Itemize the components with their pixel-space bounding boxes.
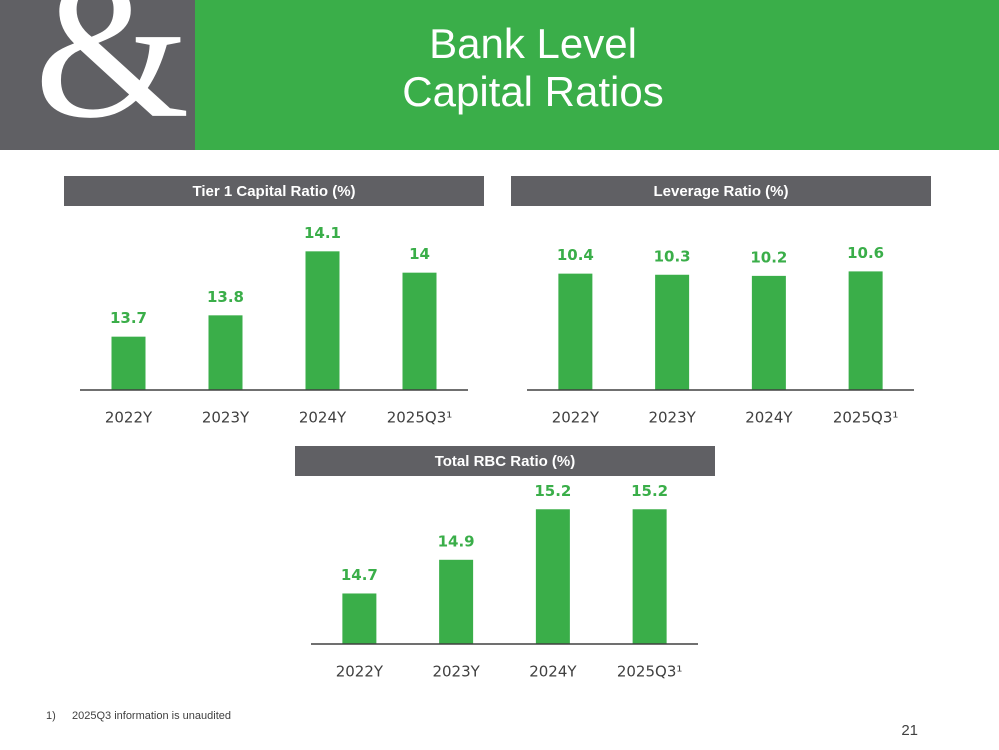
title-line: Capital Ratios (402, 68, 663, 115)
x-tick-label: 2024Y (529, 663, 577, 681)
bar (439, 559, 474, 644)
value-label: 14.7 (341, 566, 378, 584)
footnote-marker: 1) (46, 710, 56, 722)
bar (558, 273, 593, 390)
x-tick-label: 2025Q3¹ (387, 409, 453, 427)
value-label: 10.6 (847, 244, 884, 262)
value-label: 13.8 (207, 288, 244, 306)
x-tick-label: 2024Y (745, 409, 793, 427)
title-line: Bank Level (429, 20, 637, 67)
x-tick-label: 2025Q3¹ (833, 409, 899, 427)
chart-title-bar (295, 446, 715, 476)
chart-title: Total RBC Ratio (%) (435, 453, 576, 470)
bar (305, 251, 340, 390)
value-label: 13.7 (110, 309, 147, 327)
bar (111, 336, 146, 390)
bar (848, 271, 883, 390)
x-tick-label: 2023Y (432, 663, 480, 681)
value-label: 15.2 (534, 482, 571, 500)
bar (402, 272, 437, 390)
x-tick-label: 2022Y (336, 663, 384, 681)
bar (655, 274, 690, 390)
chart-title: Tier 1 Capital Ratio (%) (192, 183, 355, 200)
bar (751, 275, 786, 390)
value-label: 14.1 (304, 224, 341, 242)
chart-title-bar (64, 176, 484, 206)
x-tick-label: 2022Y (552, 409, 600, 427)
x-tick-label: 2025Q3¹ (617, 663, 683, 681)
x-tick-label: 2023Y (202, 409, 250, 427)
chart-title: Leverage Ratio (%) (653, 183, 788, 200)
x-tick-label: 2023Y (648, 409, 696, 427)
page-number: 21 (901, 722, 918, 739)
bar (535, 509, 570, 644)
value-label: 14 (409, 245, 430, 263)
logo: & (34, 0, 190, 160)
footnote: 2025Q3 information is unaudited (72, 710, 231, 722)
value-label: 10.2 (750, 248, 787, 266)
value-label: 14.9 (438, 532, 475, 550)
chart-title-bar (511, 176, 931, 206)
bar (342, 593, 377, 644)
logo-block (0, 0, 195, 150)
value-label: 15.2 (631, 482, 668, 500)
bar (208, 315, 243, 390)
bar (632, 509, 667, 644)
value-label: 10.4 (557, 246, 594, 264)
value-label: 10.3 (654, 247, 691, 265)
x-tick-label: 2024Y (299, 409, 347, 427)
x-tick-label: 2022Y (105, 409, 153, 427)
